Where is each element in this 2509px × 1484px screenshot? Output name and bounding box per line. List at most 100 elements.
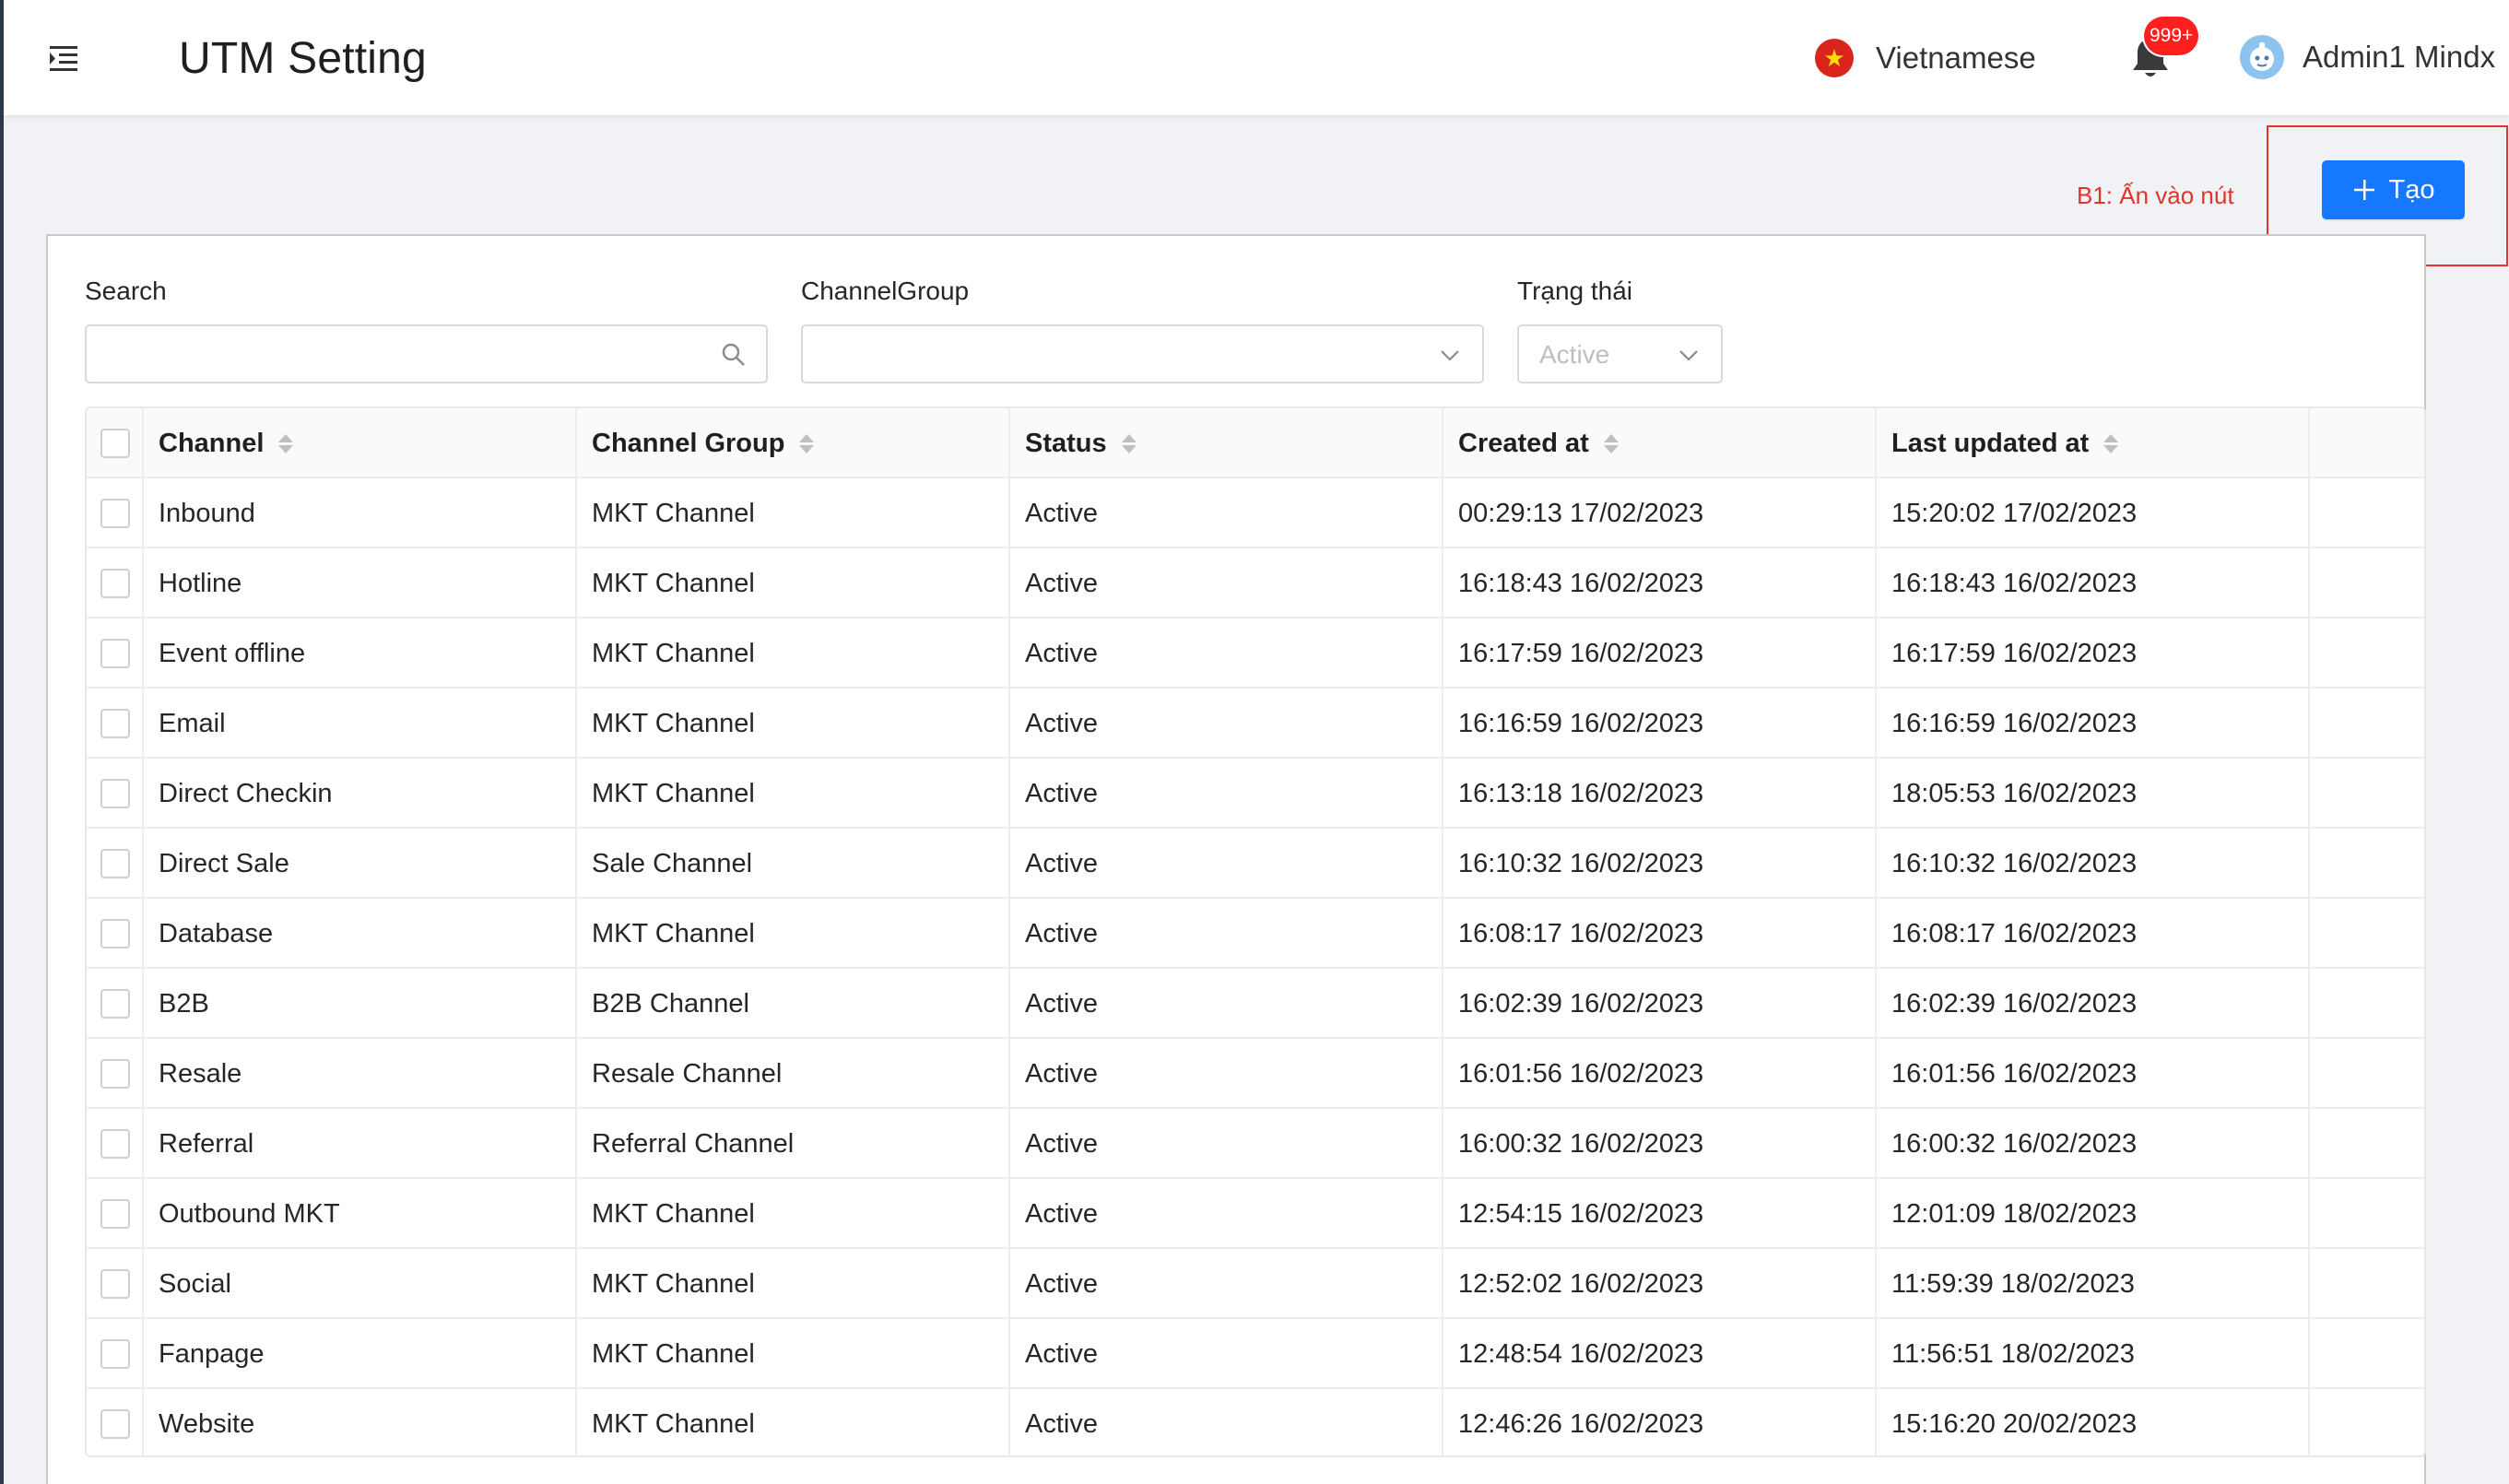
- left-edge: [0, 0, 4, 1484]
- table-row[interactable]: Social MKT Channel Active 12:52:02 16/02/20…: [87, 1249, 2424, 1319]
- row-select-cell: [87, 1319, 144, 1389]
- cell-status: Active: [1010, 1179, 1443, 1249]
- menu-fold-icon[interactable]: [46, 42, 83, 74]
- cell-created-at: 12:46:26 16/02/2023: [1443, 1389, 1877, 1455]
- row-checkbox[interactable]: [100, 779, 130, 808]
- cell-status: Active: [1010, 829, 1443, 899]
- cell-channel: B2B: [144, 969, 577, 1039]
- row-select-cell: [87, 1249, 144, 1319]
- cell-channel: Database: [144, 899, 577, 969]
- create-button-label: Tạo: [2388, 174, 2435, 205]
- sort-icon[interactable]: [799, 433, 815, 453]
- row-checkbox[interactable]: [100, 1199, 130, 1229]
- language-selector[interactable]: ★ Vietnamese: [1815, 35, 2036, 81]
- cell-channel-group: MKT Channel: [577, 759, 1010, 829]
- row-checkbox[interactable]: [100, 569, 130, 598]
- row-checkbox[interactable]: [100, 1269, 130, 1299]
- row-checkbox[interactable]: [100, 1059, 130, 1089]
- cell-channel: Email: [144, 689, 577, 759]
- table-header-row: Channel Channel Group Status Created at …: [87, 408, 2424, 478]
- cell-channel-group: MKT Channel: [577, 899, 1010, 969]
- table-row[interactable]: Fanpage MKT Channel Active 12:48:54 16/02/2…: [87, 1319, 2424, 1389]
- user-menu[interactable]: Admin1 Mindx: [2240, 33, 2495, 81]
- cell-created-at: 12:52:02 16/02/2023: [1443, 1249, 1877, 1319]
- table-row[interactable]: B2B B2B Channel Active 16:02:39 16/02/2023 1…: [87, 969, 2424, 1039]
- select-all-cell: [87, 408, 144, 478]
- row-checkbox[interactable]: [100, 989, 130, 1019]
- table-row[interactable]: Direct Checkin MKT Channel Active 16:13:18 …: [87, 759, 2424, 829]
- table-row[interactable]: Outbound MKT MKT Channel Active 12:54:15 16…: [87, 1179, 2424, 1249]
- table-row[interactable]: Website MKT Channel Active 12:46:26 16/02/2…: [87, 1389, 2424, 1455]
- table-row[interactable]: Resale Resale Channel Active 16:01:56 16/02…: [87, 1039, 2424, 1109]
- column-header-label: Channel Group: [592, 428, 785, 458]
- table-row[interactable]: Event offline MKT Channel Active 16:17:59 1…: [87, 618, 2424, 689]
- cell-channel-group: MKT Channel: [577, 1319, 1010, 1389]
- row-checkbox[interactable]: [100, 1409, 130, 1439]
- cell-channel-group: Sale Channel: [577, 829, 1010, 899]
- cell-status: Active: [1010, 618, 1443, 689]
- cell-status: Active: [1010, 689, 1443, 759]
- status-filter-label: Trạng thái: [1517, 277, 1633, 305]
- create-button[interactable]: Tạo: [2322, 160, 2465, 219]
- status-select[interactable]: Active: [1517, 324, 1723, 383]
- chevron-down-icon: [1441, 350, 1459, 361]
- sort-icon[interactable]: [278, 433, 294, 453]
- cell-actions: [2310, 1109, 2424, 1179]
- column-header-last-updated-at[interactable]: Last updated at: [1877, 408, 2310, 478]
- sort-icon[interactable]: [2103, 433, 2119, 453]
- table-row[interactable]: Referral Referral Channel Active 16:00:32 1…: [87, 1109, 2424, 1179]
- cell-created-at: 16:02:39 16/02/2023: [1443, 969, 1877, 1039]
- table-row[interactable]: Database MKT Channel Active 16:08:17 16/02/…: [87, 899, 2424, 969]
- row-checkbox[interactable]: [100, 499, 130, 528]
- cell-last-updated-at: 16:00:32 16/02/2023: [1877, 1109, 2310, 1179]
- column-header-status[interactable]: Status: [1010, 408, 1443, 478]
- cell-channel: Resale: [144, 1039, 577, 1109]
- cell-channel: Hotline: [144, 548, 577, 618]
- cell-last-updated-at: 16:02:39 16/02/2023: [1877, 969, 2310, 1039]
- row-checkbox[interactable]: [100, 1339, 130, 1369]
- cell-status: Active: [1010, 1109, 1443, 1179]
- avatar-icon: [2240, 35, 2284, 79]
- column-header-label: Created at: [1458, 428, 1589, 458]
- cell-created-at: 12:54:15 16/02/2023: [1443, 1179, 1877, 1249]
- cell-last-updated-at: 11:56:51 18/02/2023: [1877, 1319, 2310, 1389]
- cell-channel: Social: [144, 1249, 577, 1319]
- column-header-label: Channel: [159, 428, 265, 458]
- cell-last-updated-at: 16:08:17 16/02/2023: [1877, 899, 2310, 969]
- cell-channel-group: MKT Channel: [577, 1249, 1010, 1319]
- cell-last-updated-at: 15:20:02 17/02/2023: [1877, 478, 2310, 548]
- column-header-label: Last updated at: [1891, 428, 2090, 458]
- cell-actions: [2310, 969, 2424, 1039]
- column-header-channel[interactable]: Channel: [144, 408, 577, 478]
- cell-channel-group: MKT Channel: [577, 548, 1010, 618]
- cell-actions: [2310, 689, 2424, 759]
- page-title: UTM Setting: [179, 34, 427, 83]
- cell-channel-group: MKT Channel: [577, 478, 1010, 548]
- column-header-channel-group[interactable]: Channel Group: [577, 408, 1010, 478]
- cell-channel-group: B2B Channel: [577, 969, 1010, 1039]
- channel-group-select[interactable]: [801, 324, 1484, 383]
- select-all-checkbox[interactable]: [100, 429, 130, 458]
- cell-actions: [2310, 1319, 2424, 1389]
- search-input[interactable]: [85, 324, 768, 383]
- cell-actions: [2310, 548, 2424, 618]
- cell-created-at: 16:17:59 16/02/2023: [1443, 618, 1877, 689]
- cell-actions: [2310, 1039, 2424, 1109]
- table-row[interactable]: Inbound MKT Channel Active 00:29:13 17/02/2…: [87, 478, 2424, 548]
- table-row[interactable]: Direct Sale Sale Channel Active 16:10:32 16…: [87, 829, 2424, 899]
- sort-icon[interactable]: [1121, 433, 1137, 453]
- channel-group-label: ChannelGroup: [801, 277, 970, 305]
- row-select-cell: [87, 1039, 144, 1109]
- row-checkbox[interactable]: [100, 849, 130, 878]
- column-header-created-at[interactable]: Created at: [1443, 408, 1877, 478]
- row-checkbox[interactable]: [100, 1129, 130, 1159]
- row-checkbox[interactable]: [100, 919, 130, 948]
- sort-icon[interactable]: [1603, 433, 1619, 453]
- table-row[interactable]: Hotline MKT Channel Active 16:18:43 16/02/2…: [87, 548, 2424, 618]
- cell-created-at: 16:13:18 16/02/2023: [1443, 759, 1877, 829]
- row-checkbox[interactable]: [100, 709, 130, 738]
- row-checkbox[interactable]: [100, 639, 130, 668]
- table-row[interactable]: Email MKT Channel Active 16:16:59 16/02/202…: [87, 689, 2424, 759]
- search-label: Search: [85, 277, 167, 305]
- cell-last-updated-at: 16:01:56 16/02/2023: [1877, 1039, 2310, 1109]
